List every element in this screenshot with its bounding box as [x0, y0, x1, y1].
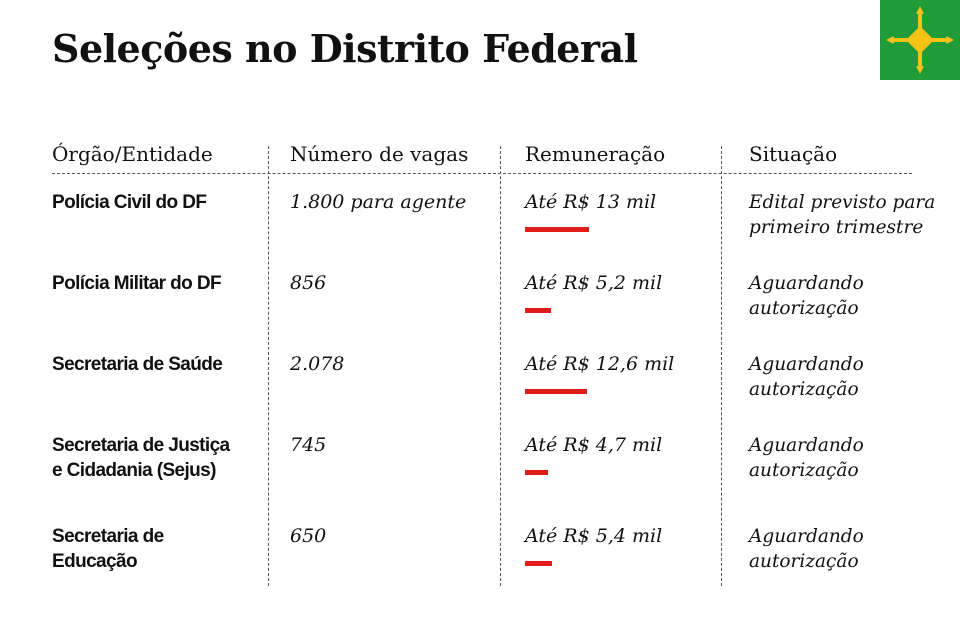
vacancies-value: 745: [290, 434, 327, 456]
status-text: autorização: [749, 460, 859, 481]
pay-bar: [525, 389, 587, 394]
status-text: Aguardando: [749, 435, 864, 456]
pay-bar: [525, 308, 551, 313]
status-text: Aguardando: [749, 273, 864, 294]
org-name: Secretaria de Justiça: [52, 435, 230, 456]
column-divider: [721, 146, 722, 586]
column-divider: [500, 146, 501, 586]
vacancies-value: 856: [290, 272, 327, 294]
vacancies-value: 650: [290, 525, 327, 547]
pay-bar: [525, 470, 548, 475]
pay-value: Até R$ 5,4 mil: [525, 525, 663, 547]
page-title: Seleções no Distrito Federal: [52, 26, 638, 71]
status-text: primeiro trimestre: [749, 217, 924, 238]
status-text: autorização: [749, 379, 859, 400]
org-name: Polícia Civil do DF: [52, 192, 207, 213]
pay-value: Até R$ 12,6 mil: [525, 353, 675, 375]
pay-bar: [525, 227, 589, 232]
pay-value: Até R$ 4,7 mil: [525, 434, 663, 456]
header-divider: [52, 173, 912, 174]
brasilia-flag-icon: [880, 0, 960, 80]
org-name: e Cidadania (Sejus): [52, 460, 216, 481]
status-text: autorização: [749, 298, 859, 319]
status-text: Aguardando: [749, 354, 864, 375]
col-head-status: Situação: [749, 142, 838, 166]
column-divider: [268, 146, 269, 586]
org-name: Educação: [52, 551, 138, 572]
org-name: Secretaria de Saúde: [52, 354, 223, 375]
org-name: Secretaria de: [52, 526, 164, 547]
pay-bar: [525, 561, 552, 566]
org-name: Polícia Militar do DF: [52, 273, 222, 294]
col-head-vacancies: Número de vagas: [290, 142, 469, 166]
vacancies-value: 2.078: [290, 353, 345, 375]
pay-value: Até R$ 13 mil: [525, 191, 657, 213]
col-head-pay: Remuneração: [525, 142, 666, 166]
status-text: Edital previsto para: [749, 192, 936, 213]
status-text: Aguardando: [749, 526, 864, 547]
pay-value: Até R$ 5,2 mil: [525, 272, 663, 294]
vacancies-value: 1.800 para agente: [290, 191, 467, 213]
col-head-org: Órgão/Entidade: [52, 142, 213, 166]
status-text: autorização: [749, 551, 859, 572]
